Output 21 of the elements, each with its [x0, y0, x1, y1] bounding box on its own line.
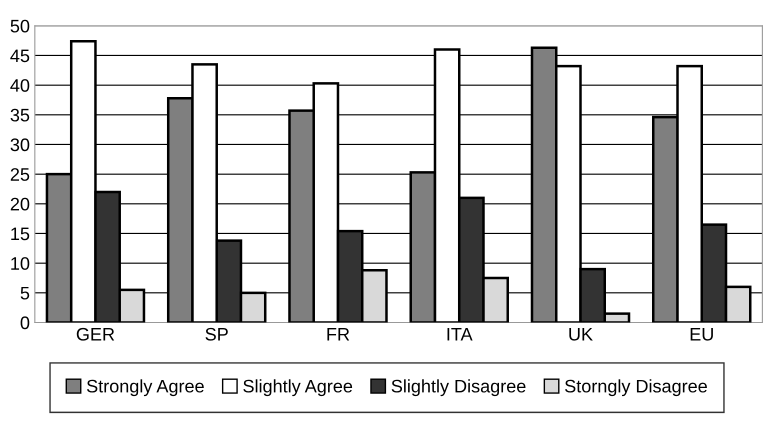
x-tick-label: FR	[327, 328, 350, 340]
y-tick-label: 30	[10, 138, 30, 152]
legend-label: Slightly Disagree	[392, 379, 526, 396]
legend-label: Strongly Agree	[86, 379, 204, 396]
y-tick-label: 20	[10, 198, 30, 211]
y-tick-label: 35	[10, 108, 30, 122]
x-tick-label: UK	[569, 328, 593, 341]
x-tick-label: GER	[76, 328, 114, 341]
x-tick-label: SP	[205, 328, 228, 341]
y-tick-label: 10	[11, 257, 30, 270]
legend-label: Storngly Disagree	[565, 379, 707, 396]
x-tick-label: EU	[690, 328, 713, 341]
y-tick-label: 15	[11, 228, 30, 240]
legend-label: Slightly Agree	[243, 379, 352, 396]
x-tick-label: ITA	[448, 328, 473, 340]
y-tick-label: 45	[10, 50, 30, 62]
y-tick-label: 50	[10, 20, 30, 33]
y-tick-label: 40	[10, 79, 30, 92]
y-tick-label: 5	[20, 286, 30, 300]
y-tick-label: 0	[20, 316, 30, 330]
y-tick-label: 25	[10, 168, 30, 181]
